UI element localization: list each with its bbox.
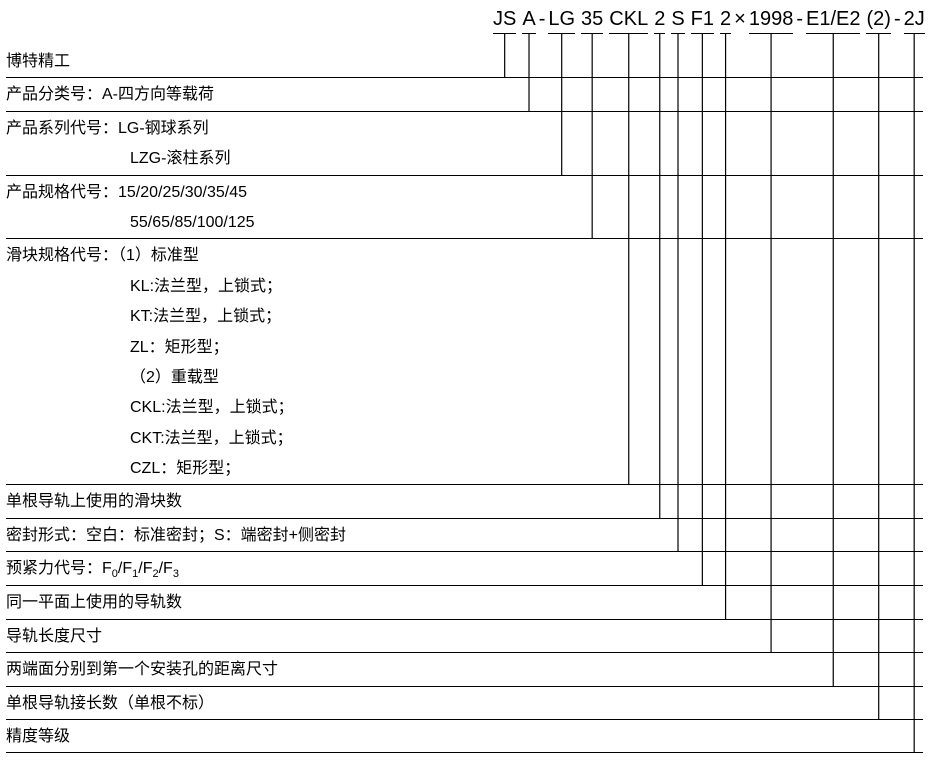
entry-e10: 两端面分别到第一个安装孔的距离尺寸: [6, 653, 923, 686]
part-number-code: JS A - LG 35 CKL 2 S F1 2 × 1998 - E1/E2…: [493, 8, 925, 31]
entry-e0: 博特精工: [6, 45, 923, 78]
code-seg-2J: 2J: [904, 8, 925, 31]
breakdown-entries: 博特精工产品分类号：A-四方向等载荷产品系列代号：LG-钢球系列LZG-滚柱系列…: [6, 45, 923, 753]
entry-e8: 同一平面上使用的导轨数: [6, 586, 923, 619]
code-seg-LG: LG: [548, 8, 575, 31]
entry-e1: 产品分类号：A-四方向等载荷: [6, 78, 923, 111]
code-seg-JS: JS: [493, 8, 516, 31]
code-seg-E1E2: E1/E2: [806, 8, 860, 31]
code-seg-S: S: [671, 8, 684, 31]
code-seg-1998: 1998: [749, 8, 794, 31]
entry-e2: 产品系列代号：LG-钢球系列LZG-滚柱系列: [6, 112, 923, 176]
code-seg-F1: F1: [691, 8, 714, 31]
code-seg-p2: (2): [866, 8, 890, 31]
code-seg-2b: 2: [720, 8, 731, 31]
entry-e4: 滑块规格代号：（1）标准型KL:法兰型，上锁式；KT:法兰型，上锁式；ZL：矩形…: [6, 239, 923, 485]
entry-e12: 精度等级: [6, 720, 923, 753]
code-seg-2a: 2: [654, 8, 665, 31]
entry-e7: 预紧力代号：F0/F1/F2/F3: [6, 552, 923, 586]
entry-e5: 单根导轨上使用的滑块数: [6, 485, 923, 518]
code-seg-CKL: CKL: [609, 8, 648, 31]
code-seg-35: 35: [581, 8, 603, 31]
entry-e11: 单根导轨接长数（单根不标）: [6, 687, 923, 720]
code-seg-A: A: [522, 8, 535, 31]
entry-e3: 产品规格代号：15/20/25/30/35/4555/65/85/100/125: [6, 176, 923, 240]
entry-e9: 导轨长度尺寸: [6, 620, 923, 653]
entry-e6: 密封形式：空白：标准密封；S：端密封+侧密封: [6, 519, 923, 552]
